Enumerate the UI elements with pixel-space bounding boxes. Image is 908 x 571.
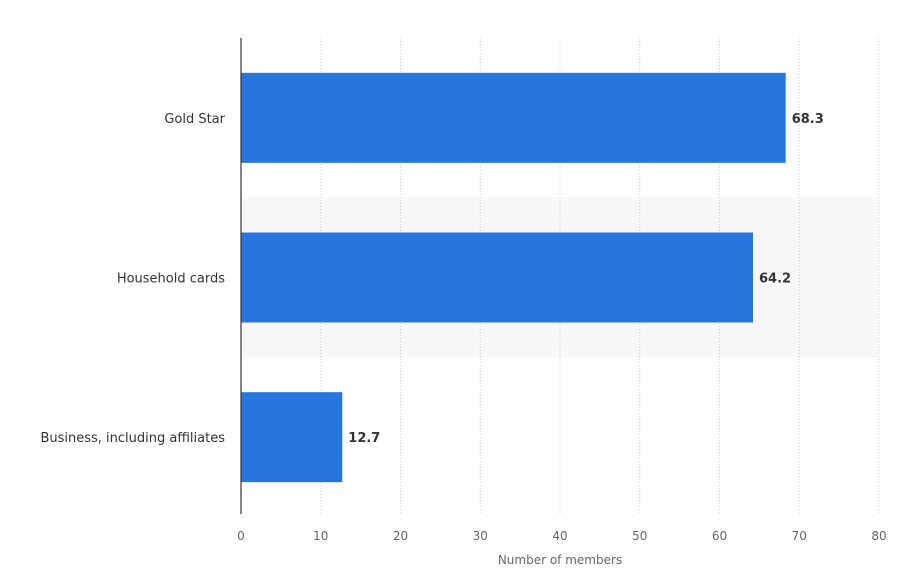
- x-tick-label: 50: [632, 529, 647, 543]
- x-tick-label: 20: [393, 529, 408, 543]
- bar: [241, 72, 786, 163]
- x-tick-label: 60: [712, 529, 727, 543]
- bars: [241, 72, 786, 483]
- category-label: Gold Star: [164, 112, 225, 127]
- bar: [241, 232, 753, 323]
- category-label: Household cards: [117, 272, 225, 287]
- x-tick-label: 40: [552, 529, 567, 543]
- data-label: 64.2: [759, 272, 791, 287]
- category-labels: Gold Star Household cards Business, includ…: [40, 112, 225, 446]
- data-labels: 68.3 64.2 12.7: [348, 112, 823, 446]
- x-tick-label: 80: [871, 529, 886, 543]
- x-tick-label: 70: [792, 529, 807, 543]
- x-axis-title: Number of members: [498, 553, 622, 567]
- x-tick-label: 30: [473, 529, 488, 543]
- bar: [241, 392, 343, 483]
- x-tick-label: 10: [313, 529, 328, 543]
- category-label: Business, including affiliates: [40, 431, 225, 446]
- data-label: 68.3: [792, 112, 824, 127]
- data-label: 12.7: [348, 431, 380, 446]
- x-tick-label: 0: [237, 529, 245, 543]
- x-axis-tick-labels: 0 10 20 30 40 50 60 70 80: [237, 529, 886, 543]
